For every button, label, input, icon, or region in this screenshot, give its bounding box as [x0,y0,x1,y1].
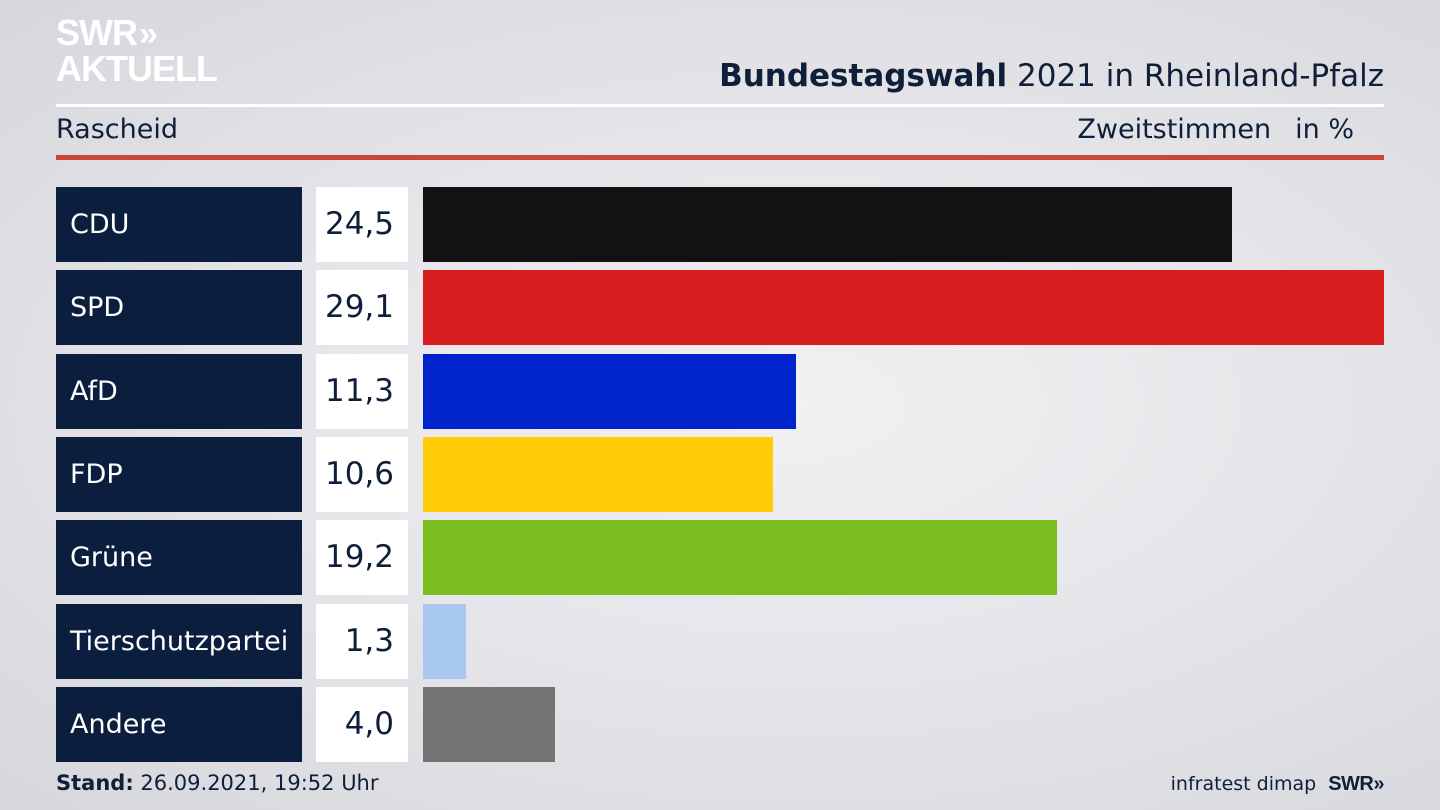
bar [423,604,466,679]
stand-label: Stand: [56,771,134,795]
party-label: CDU [56,187,302,262]
logo-chevron-icon: » [139,15,158,53]
accent-divider [56,155,1384,160]
value-label: 1,3 [316,604,408,679]
measure-text: Zweitstimmen [1077,114,1272,145]
party-label: SPD [56,270,302,345]
logo-swr-text: SWR [56,12,138,53]
bar-row: FDP 10,6 [56,437,1384,512]
bar-row: CDU 24,5 [56,187,1384,262]
source-text: infratest dimap [1170,773,1317,795]
header-divider [56,104,1384,107]
swr-aktuell-logo: SWR» AKTUELL [56,15,218,89]
logo-aktuell-text: AKTUELL [56,48,218,89]
bar [423,437,773,512]
measure-label: Zweitstimmen in % [1077,114,1354,145]
swr-footer-logo: SWR» [1328,773,1384,795]
region-label: Rascheid [56,114,178,145]
unit-text: in % [1295,114,1354,145]
bar-row: Andere 4,0 [56,687,1384,762]
value-label: 19,2 [316,520,408,595]
value-label: 11,3 [316,354,408,429]
bar-row: AfD 11,3 [56,354,1384,429]
title-bold: Bundestagswahl [719,58,1008,94]
bar [423,187,1232,262]
party-label: FDP [56,437,302,512]
bar [423,354,796,429]
value-label: 24,5 [316,187,408,262]
value-label: 29,1 [316,270,408,345]
source-credit: infratest dimap SWR» [1170,773,1385,796]
bar-row: Grüne 19,2 [56,520,1384,595]
bar-row: Tierschutzpartei 1,3 [56,604,1384,679]
party-label: Tierschutzpartei [56,604,302,679]
party-label: Andere [56,687,302,762]
bar [423,270,1384,345]
page-title: Bundestagswahl 2021 in Rheinland-Pfalz [719,58,1384,94]
title-rest: 2021 in Rheinland-Pfalz [1017,58,1384,94]
stand-value: 26.09.2021, 19:52 Uhr [140,771,379,795]
value-label: 4,0 [316,687,408,762]
party-label: AfD [56,354,302,429]
value-label: 10,6 [316,437,408,512]
bar [423,520,1057,595]
bar-row: SPD 29,1 [56,270,1384,345]
timestamp: Stand: 26.09.2021, 19:52 Uhr [56,771,379,795]
party-label: Grüne [56,520,302,595]
bar [423,687,555,762]
